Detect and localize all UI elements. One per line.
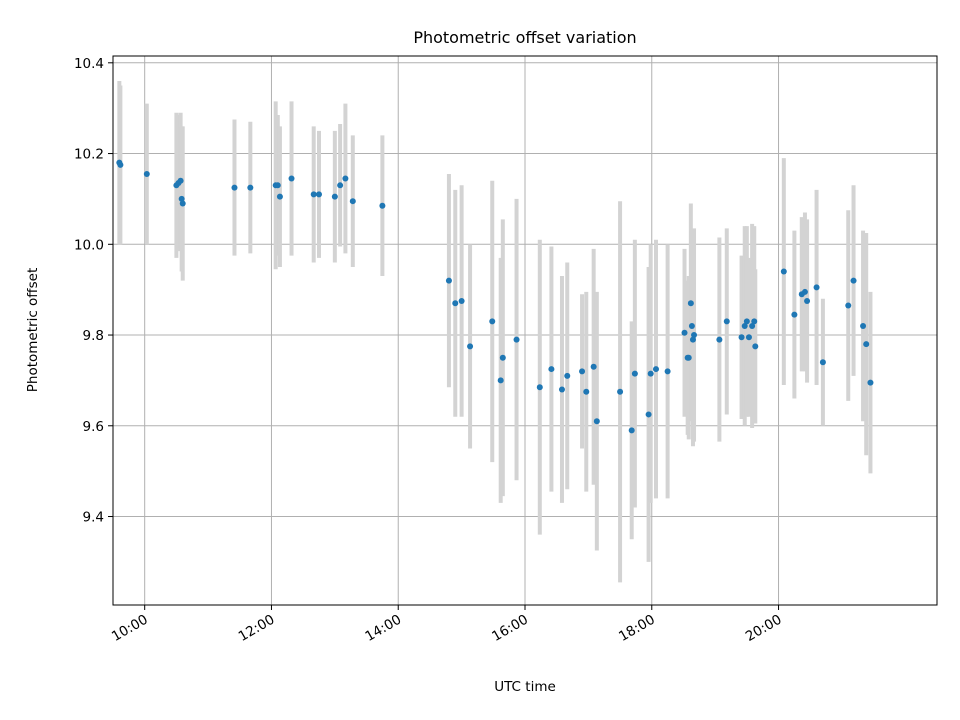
data-point	[688, 322, 695, 329]
x-tick-label: 16:00	[489, 612, 531, 645]
data-point	[687, 300, 694, 307]
data-point	[337, 182, 344, 189]
data-point	[590, 363, 597, 370]
data-point	[631, 370, 638, 377]
x-tick-label: 18:00	[616, 612, 658, 645]
data-point	[681, 329, 688, 336]
data-point	[497, 377, 504, 384]
data-point	[467, 343, 474, 350]
data-point	[743, 318, 750, 325]
data-point	[489, 318, 496, 325]
data-point	[499, 354, 506, 361]
chart-title: Photometric offset variation	[413, 28, 636, 47]
data-point	[143, 170, 150, 177]
x-tick-label: 20:00	[743, 612, 785, 645]
data-point	[379, 202, 386, 209]
data-point	[652, 366, 659, 373]
y-tick-label: 10.4	[74, 56, 104, 72]
data-point	[452, 300, 459, 307]
data-point	[548, 366, 555, 373]
data-point	[645, 411, 652, 418]
data-point	[813, 284, 820, 291]
data-point	[231, 184, 238, 191]
data-point	[458, 298, 465, 305]
data-point	[316, 191, 322, 198]
data-point	[723, 318, 730, 325]
data-point	[536, 384, 543, 391]
data-point	[310, 191, 317, 198]
data-point	[738, 334, 745, 341]
data-point	[801, 288, 808, 295]
error-bars	[117, 80, 873, 583]
data-point	[685, 354, 692, 361]
data-point	[331, 193, 338, 200]
y-axis-label: Photometric offset	[25, 268, 41, 392]
data-point	[579, 368, 586, 375]
data-point	[804, 298, 811, 305]
data-point	[752, 343, 759, 350]
data-point	[850, 277, 857, 284]
data-point	[349, 198, 356, 205]
data-point	[845, 302, 852, 309]
data-point	[117, 161, 124, 168]
data-point	[647, 370, 654, 377]
data-point	[513, 336, 520, 343]
y-tick-label: 10.0	[74, 237, 104, 253]
data-point	[445, 277, 452, 284]
data-point	[564, 372, 571, 379]
y-tick-label: 9.8	[83, 328, 104, 344]
data-point	[583, 388, 590, 395]
data-point	[749, 322, 756, 329]
data-point	[745, 334, 752, 341]
data-point	[791, 311, 798, 318]
data-point	[593, 418, 600, 425]
data-point	[863, 341, 870, 348]
data-point	[628, 427, 635, 434]
data-point	[860, 322, 867, 329]
x-tick-label: 14:00	[363, 612, 405, 645]
data-point	[276, 193, 283, 200]
data-point	[819, 359, 826, 366]
data-point	[179, 200, 186, 207]
data-point	[178, 195, 185, 202]
x-tick-label: 10:00	[109, 612, 151, 645]
data-point	[558, 386, 565, 393]
y-tick-label: 9.6	[83, 419, 104, 435]
data-point	[716, 336, 723, 343]
data-point	[664, 368, 671, 375]
data-point	[780, 268, 787, 275]
y-tick-label: 10.2	[74, 147, 104, 163]
data-point	[288, 175, 295, 182]
data-point	[751, 318, 758, 325]
data-point	[867, 379, 874, 386]
data-point	[689, 336, 696, 343]
data-point	[617, 388, 624, 395]
data-point	[741, 322, 748, 329]
data-point	[691, 332, 698, 339]
data-point	[274, 182, 281, 189]
data-point	[247, 184, 254, 191]
x-axis-label: UTC time	[494, 679, 556, 695]
x-tick-label: 12:00	[236, 612, 278, 645]
data-points	[116, 159, 874, 434]
y-tick-label: 9.4	[83, 510, 104, 526]
data-point	[177, 177, 184, 184]
grid	[113, 56, 937, 605]
data-point	[342, 175, 349, 182]
